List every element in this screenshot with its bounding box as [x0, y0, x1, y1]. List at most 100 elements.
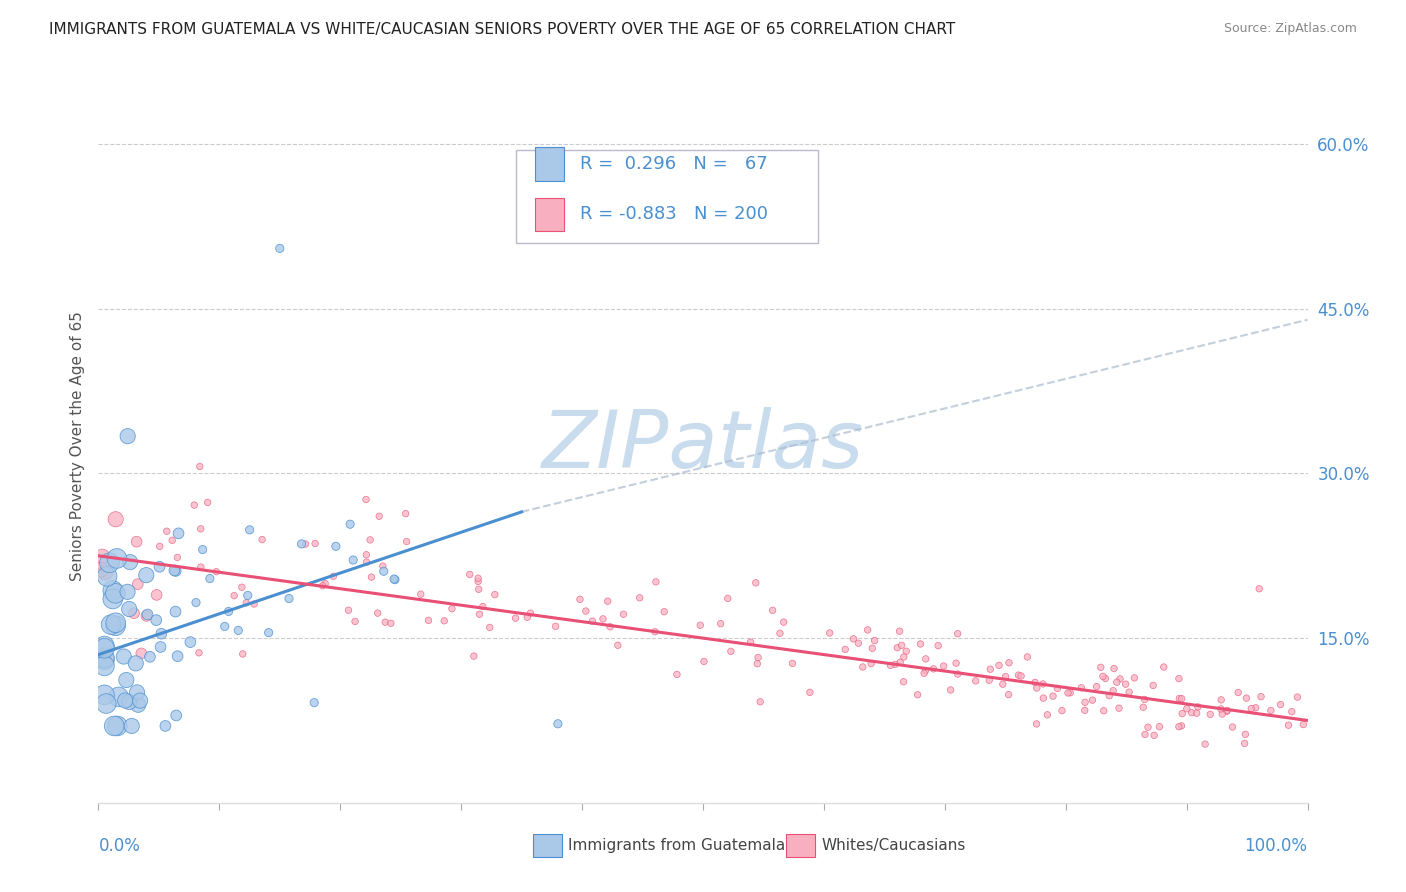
Point [772, 615, 794, 629]
Point [710, 616, 733, 631]
Point [1227, 685, 1250, 699]
Text: ZIPatlas: ZIPatlas [541, 407, 865, 485]
Point [115, 673, 138, 687]
Point [1233, 736, 1256, 750]
Point [191, 542, 214, 557]
Point [994, 669, 1017, 683]
Point [747, 657, 769, 671]
Point [94, 566, 117, 580]
Point [1244, 700, 1267, 714]
Point [889, 655, 911, 669]
Point [1216, 703, 1239, 717]
FancyBboxPatch shape [534, 198, 564, 231]
Point [356, 548, 378, 562]
Point [131, 647, 153, 661]
Point [1250, 690, 1272, 704]
Point [1090, 660, 1112, 674]
Point [1070, 681, 1092, 695]
Point [628, 591, 651, 605]
Point [1102, 683, 1125, 698]
Point [922, 662, 945, 676]
Point [946, 667, 969, 681]
Point [135, 568, 157, 582]
Point [226, 624, 249, 638]
Point [356, 555, 378, 569]
Point [991, 677, 1014, 691]
Point [927, 639, 949, 653]
Point [818, 626, 841, 640]
Point [93, 641, 115, 656]
Point [1277, 718, 1299, 732]
Point [1115, 677, 1137, 691]
Point [150, 626, 173, 640]
Point [860, 657, 883, 671]
Point [893, 650, 915, 665]
Point [114, 693, 136, 707]
Point [337, 603, 360, 617]
Point [1092, 704, 1115, 718]
Point [344, 615, 367, 629]
Point [879, 658, 901, 673]
Point [149, 640, 172, 654]
Point [183, 498, 205, 512]
Point [118, 555, 141, 569]
Point [127, 577, 149, 591]
Point [519, 606, 541, 620]
Point [112, 649, 135, 664]
Point [367, 606, 389, 620]
Point [121, 719, 143, 733]
Point [468, 607, 491, 622]
Point [1007, 668, 1029, 682]
Point [946, 626, 969, 640]
Point [96, 697, 118, 711]
Point [907, 688, 929, 702]
Point [889, 624, 911, 639]
Point [1025, 717, 1047, 731]
Point [458, 567, 481, 582]
Point [380, 616, 402, 631]
Point [104, 615, 127, 630]
Point [160, 533, 183, 548]
FancyBboxPatch shape [516, 150, 818, 243]
Point [1168, 691, 1191, 706]
Point [93, 658, 115, 673]
Point [979, 662, 1001, 676]
Point [1057, 686, 1080, 700]
Point [884, 657, 907, 672]
Point [166, 649, 188, 664]
Point [395, 507, 418, 521]
Point [250, 533, 273, 547]
Point [606, 638, 628, 652]
Point [1216, 704, 1239, 718]
Point [314, 576, 336, 591]
Point [1098, 689, 1121, 703]
Point [471, 599, 494, 614]
Point [478, 620, 501, 634]
Point [568, 592, 591, 607]
Point [1136, 720, 1159, 734]
Point [104, 586, 127, 600]
Point [505, 611, 527, 625]
Point [104, 619, 127, 633]
Point [652, 605, 675, 619]
Point [322, 569, 344, 583]
Point [860, 641, 883, 656]
Point [1234, 691, 1257, 706]
Point [1050, 704, 1073, 718]
Text: R = -0.883   N = 200: R = -0.883 N = 200 [579, 205, 768, 223]
Point [93, 651, 115, 665]
Point [125, 685, 148, 699]
Point [463, 649, 485, 664]
Point [235, 596, 257, 610]
Point [799, 685, 821, 699]
Point [1292, 717, 1315, 731]
Point [1032, 691, 1054, 706]
Point [218, 604, 240, 618]
Point [747, 650, 769, 665]
Point [368, 509, 391, 524]
Point [96, 569, 118, 583]
Point [769, 626, 792, 640]
Point [101, 583, 124, 598]
Point [1187, 700, 1209, 714]
Point [1185, 706, 1208, 721]
